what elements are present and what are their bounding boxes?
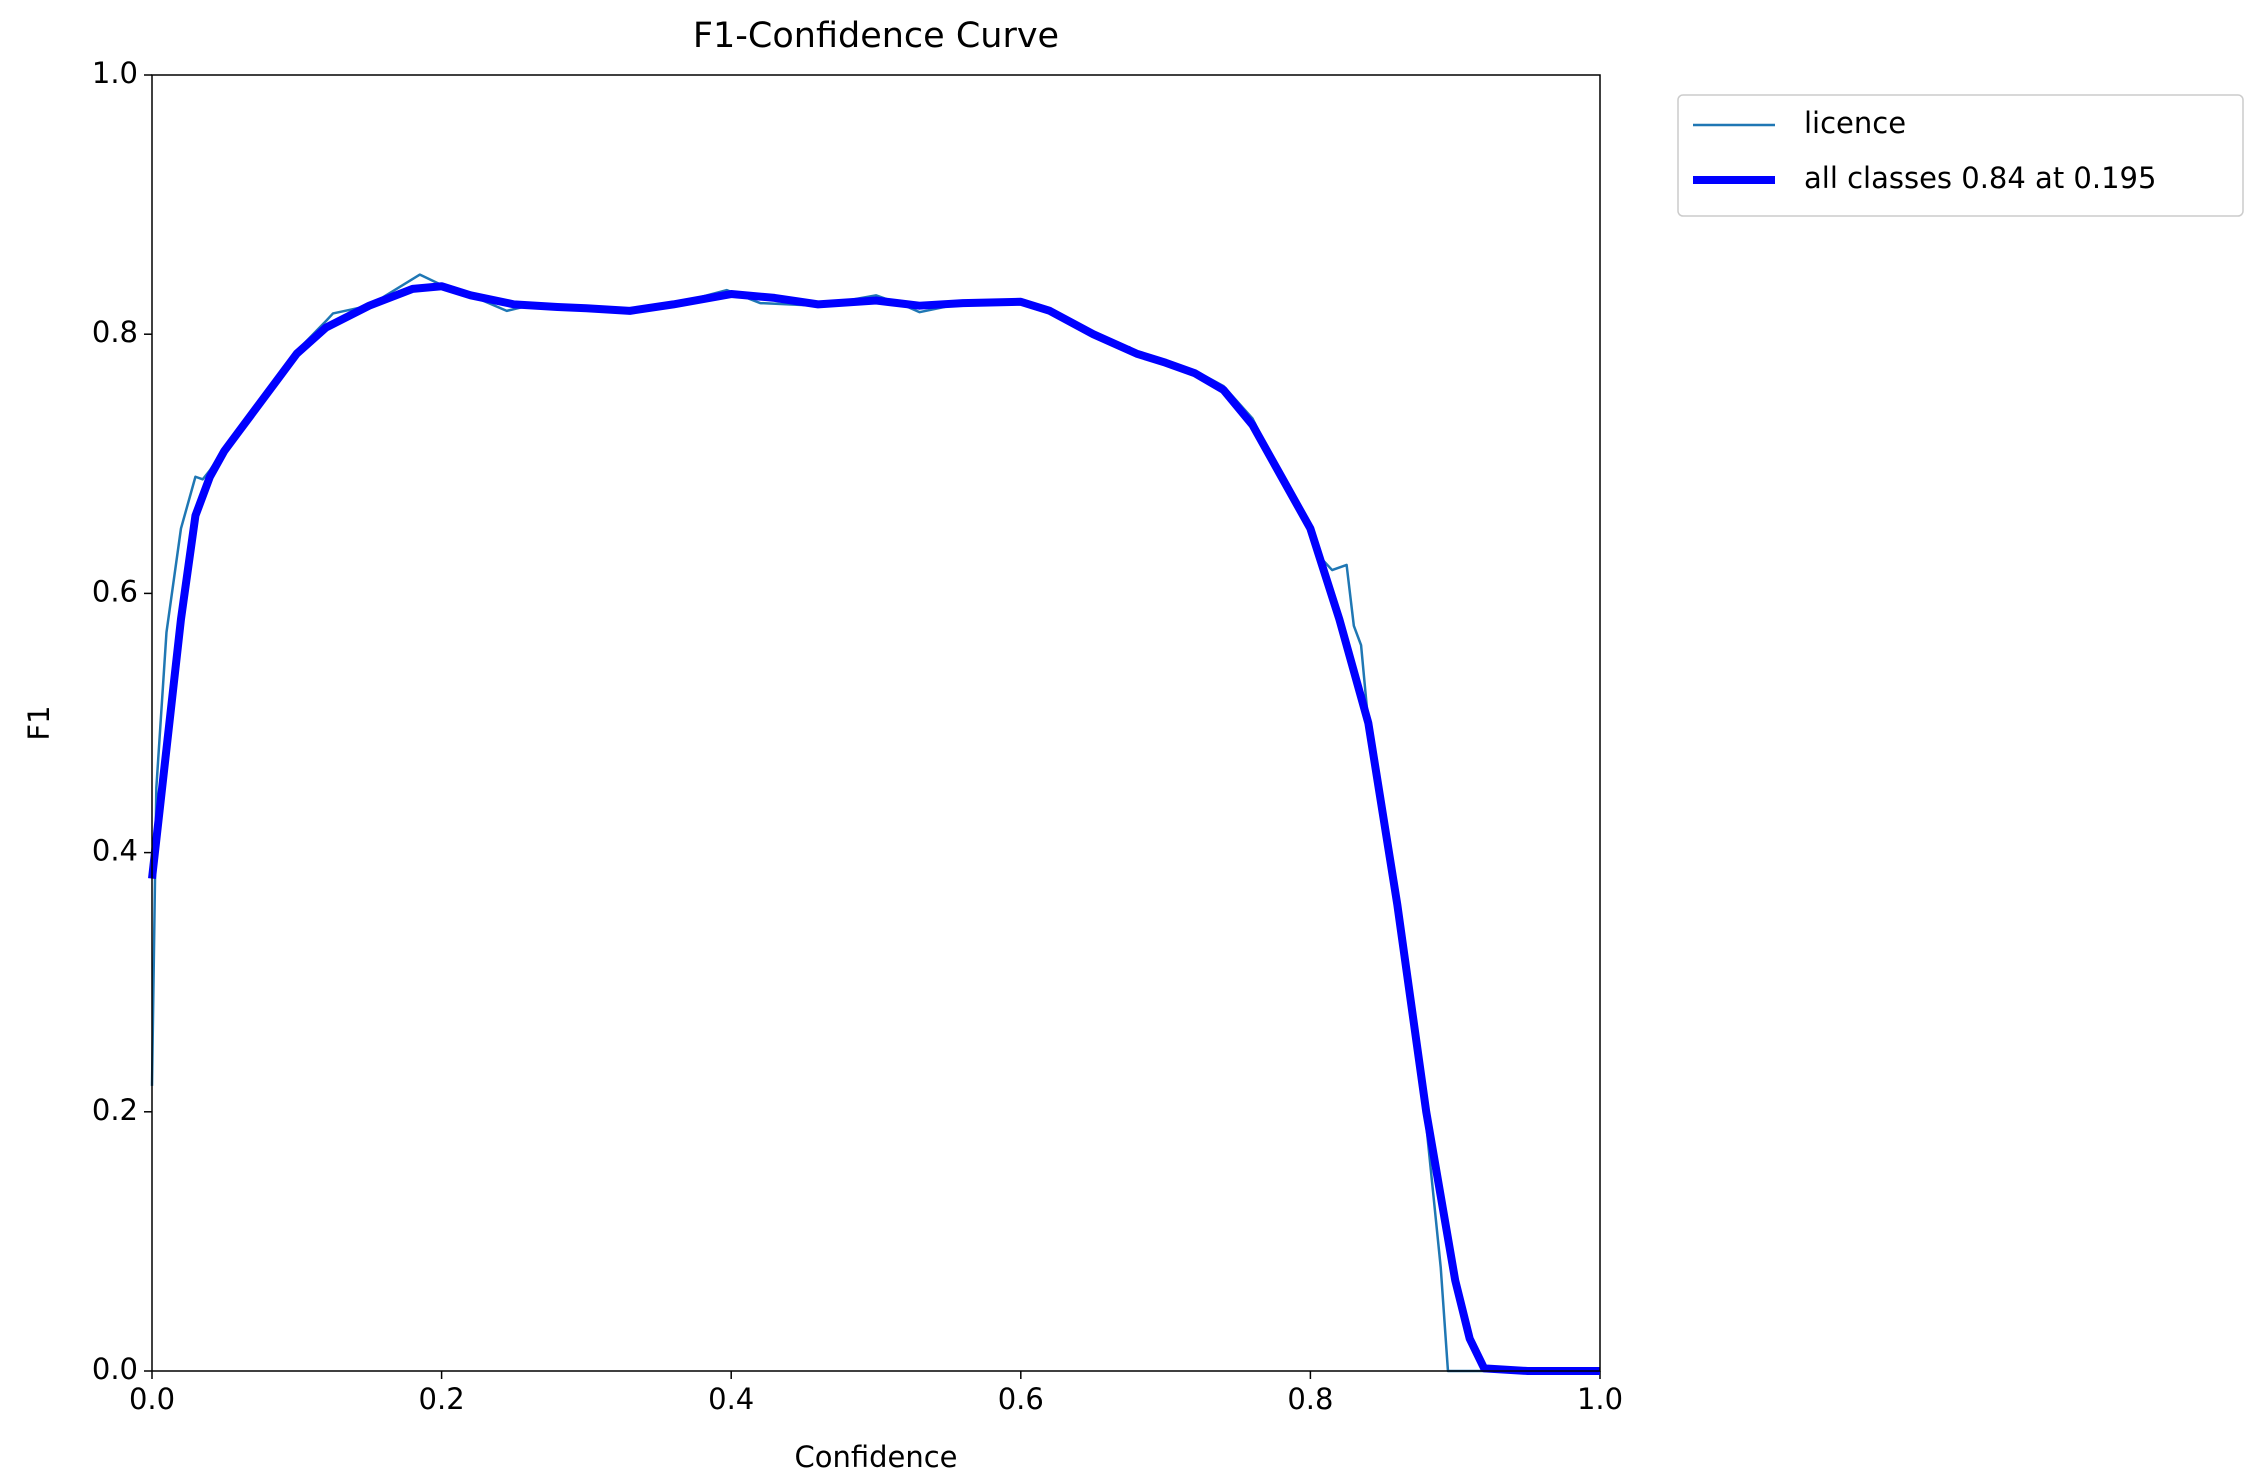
chart-title: F1-Confidence Curve [693, 16, 1059, 56]
y-axis-label: F1 [22, 705, 56, 740]
y-tick-label: 0.6 [92, 574, 138, 608]
x-tick-label: 0.8 [1287, 1382, 1333, 1416]
y-tick-label: 0.0 [92, 1352, 138, 1386]
x-tick-label: 0.2 [419, 1382, 465, 1416]
x-tick-label: 0.4 [708, 1382, 754, 1416]
y-tick-label: 0.8 [92, 315, 138, 349]
legend-box [1677, 94, 2244, 217]
plot-frame [151, 74, 1601, 1372]
x-tick-label: 0.6 [998, 1382, 1044, 1416]
legend-label: licence [1804, 106, 1906, 140]
y-tick-label: 1.0 [92, 56, 138, 90]
x-axis-label: Confidence [794, 1440, 957, 1474]
legend-label: all classes 0.84 at 0.195 [1804, 161, 2156, 195]
x-tick-label: 1.0 [1577, 1382, 1623, 1416]
y-tick-label: 0.4 [92, 834, 138, 868]
x-tick-label: 0.0 [129, 1382, 175, 1416]
y-tick-label: 0.2 [92, 1093, 138, 1127]
series-line [148, 282, 1600, 1375]
